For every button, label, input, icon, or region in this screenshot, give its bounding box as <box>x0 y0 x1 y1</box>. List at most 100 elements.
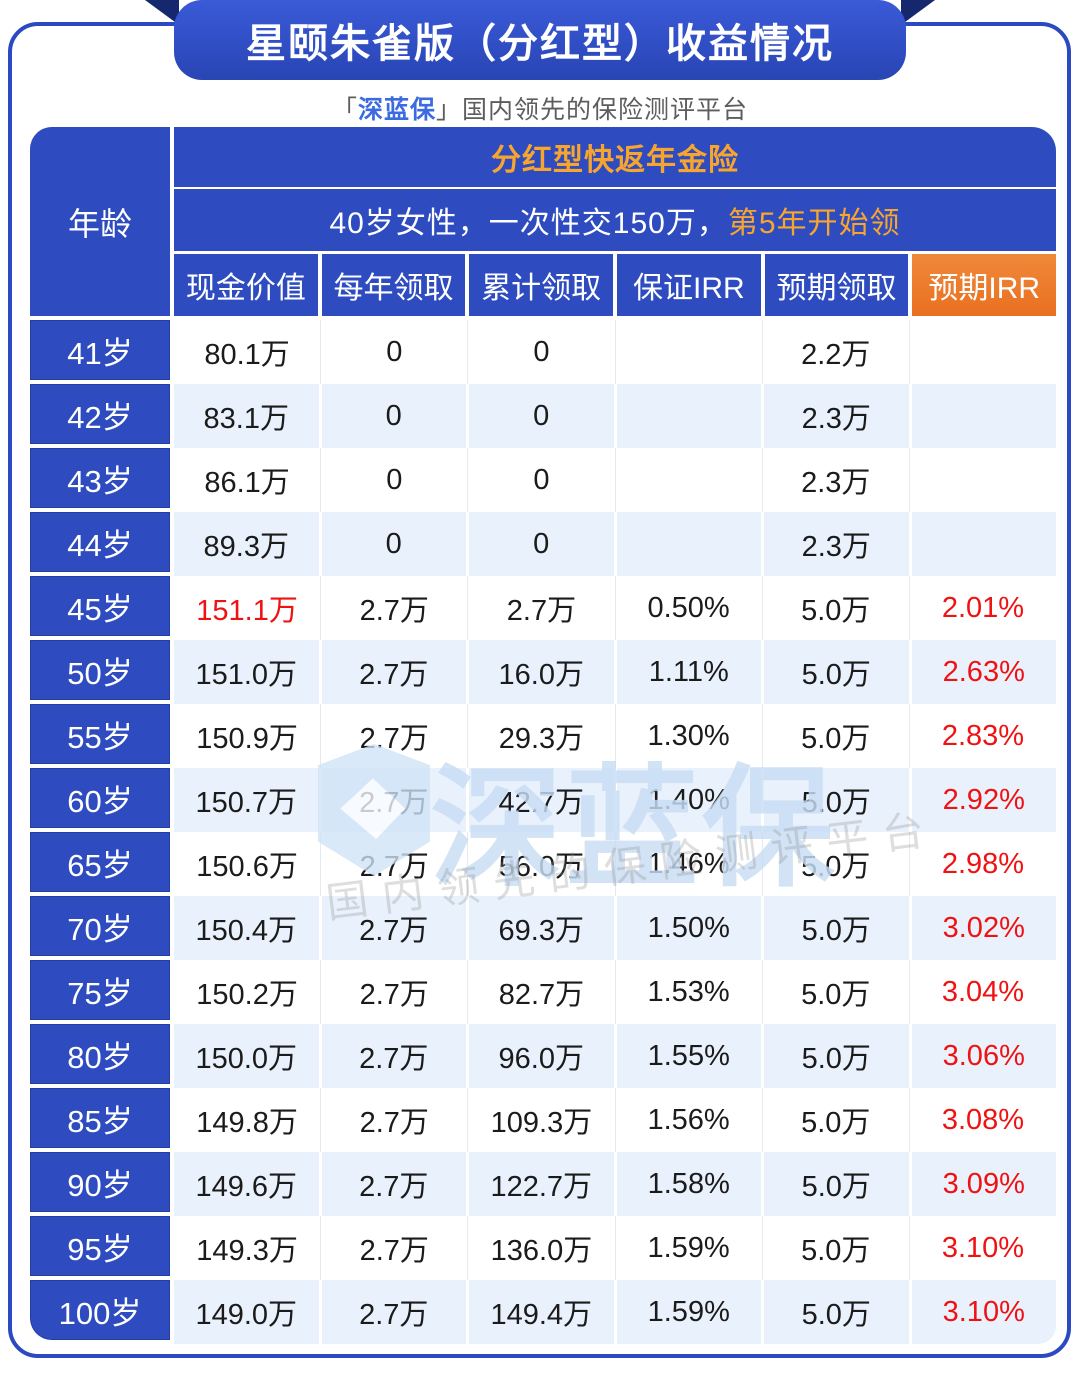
table-cell: 5.0万 <box>764 896 912 960</box>
table-cell: 2.7万 <box>321 1280 469 1344</box>
table-cell: 2.7万 <box>321 768 469 832</box>
table-cell: 82.7万 <box>468 960 616 1024</box>
age-cell: 90岁 <box>30 1152 170 1212</box>
age-cell: 95岁 <box>30 1216 170 1276</box>
table-row: 43岁 86.1万 0 0 2.3万 <box>30 448 1057 512</box>
table-cell: 0 <box>469 384 617 448</box>
table-cell: 2.7万 <box>321 896 469 960</box>
table-cell: 149.4万 <box>469 1280 617 1344</box>
age-cell: 50岁 <box>30 640 170 700</box>
table-cell <box>615 320 763 384</box>
table-cell: 0.50% <box>615 576 763 640</box>
table-cell: 5.0万 <box>764 1024 912 1088</box>
table-cell <box>909 448 1057 512</box>
table-cell: 2.7万 <box>321 1216 469 1280</box>
table-cell: 80.1万 <box>174 320 322 384</box>
column-header-expected-withdrawal: 预期领取 <box>764 254 909 316</box>
table-cell: 150.9万 <box>174 704 322 768</box>
table-cell: 2.7万 <box>321 1024 469 1088</box>
condition-main: 40岁女性，一次性交150万， <box>329 207 728 240</box>
table-cell: 2.3万 <box>762 448 910 512</box>
table-cell: 1.59% <box>615 1216 763 1280</box>
table-cell: 69.3万 <box>469 896 617 960</box>
benefit-table: 年龄 分红型快返年金险 40岁女性，一次性交150万， 第5年开始领 现金价值 每… <box>30 127 1057 1344</box>
table-row: 70岁 150.4万 2.7万 69.3万 1.50% 5.0万 3.02% <box>30 896 1056 960</box>
table-cell: 122.7万 <box>469 1152 617 1216</box>
table-row: 50岁 151.0万 2.7万 16.0万 1.11% 5.0万 2.63% <box>30 640 1056 704</box>
table-cell: 56.0万 <box>468 832 616 896</box>
column-header-cash-value: 现金价值 <box>174 254 318 316</box>
table-cell: 150.7万 <box>174 768 322 832</box>
table-cell: 150.0万 <box>174 1024 322 1088</box>
age-cell: 70岁 <box>30 896 170 956</box>
table-row: 85岁 149.8万 2.7万 109.3万 1.56% 5.0万 3.08% <box>30 1088 1057 1152</box>
table-cell: 5.0万 <box>764 640 912 704</box>
table-row: 60岁 150.7万 2.7万 42.7万 1.40% 5.0万 2.92% <box>30 768 1056 832</box>
table-cell: 3.06% <box>911 1024 1056 1088</box>
table-cell <box>616 384 764 448</box>
table-cell: 0 <box>321 448 469 512</box>
table-cell: 5.0万 <box>762 960 910 1024</box>
table-row: 42岁 83.1万 0 0 2.3万 <box>30 384 1056 448</box>
table-cell: 1.53% <box>615 960 763 1024</box>
age-column-header: 年龄 <box>30 127 170 316</box>
table-cell: 5.0万 <box>762 1216 910 1280</box>
age-cell: 42岁 <box>30 384 170 444</box>
age-cell: 44岁 <box>30 512 170 572</box>
condition-highlight: 第5年开始领 <box>727 207 901 240</box>
table-cell: 2.7万 <box>468 576 616 640</box>
table-row: 95岁 149.3万 2.7万 136.0万 1.59% 5.0万 3.10% <box>30 1216 1057 1280</box>
age-cell: 100岁 <box>30 1280 170 1340</box>
table-cell: 96.0万 <box>469 1024 617 1088</box>
table-cell: 2.83% <box>909 704 1057 768</box>
table-cell: 109.3万 <box>468 1088 616 1152</box>
table-cell: 5.0万 <box>762 832 910 896</box>
table-cell: 3.02% <box>911 896 1056 960</box>
table-cell: 0 <box>468 320 616 384</box>
table-cell: 89.3万 <box>174 512 322 576</box>
table-row: 65岁 150.6万 2.7万 56.0万 1.46% 5.0万 2.98% <box>30 832 1057 896</box>
table-cell <box>909 320 1057 384</box>
table-cell: 1.50% <box>616 896 764 960</box>
table-cell: 29.3万 <box>468 704 616 768</box>
table-cell: 2.2万 <box>762 320 910 384</box>
table-cell: 149.6万 <box>174 1152 322 1216</box>
table-cell: 3.10% <box>909 1216 1057 1280</box>
column-header-guaranteed-irr: 保证IRR <box>617 254 761 316</box>
table-cell: 5.0万 <box>762 1088 910 1152</box>
product-header: 分红型快返年金险 <box>174 127 1056 187</box>
table-cell: 2.7万 <box>321 832 469 896</box>
table-cell: 1.30% <box>615 704 763 768</box>
age-cell: 80岁 <box>30 1024 170 1084</box>
table-cell: 149.0万 <box>174 1280 322 1344</box>
table-cell: 5.0万 <box>762 576 910 640</box>
age-cell: 75岁 <box>30 960 170 1020</box>
table-cell: 16.0万 <box>469 640 617 704</box>
table-cell: 150.2万 <box>174 960 322 1024</box>
table-cell: 151.0万 <box>174 640 322 704</box>
table-cell <box>911 512 1056 576</box>
table-cell: 86.1万 <box>174 448 322 512</box>
table-cell: 2.7万 <box>321 704 469 768</box>
table-row: 75岁 150.2万 2.7万 82.7万 1.53% 5.0万 3.04% <box>30 960 1057 1024</box>
table-cell: 83.1万 <box>174 384 322 448</box>
age-cell: 45岁 <box>30 576 170 636</box>
table-cell: 2.92% <box>911 768 1056 832</box>
table-cell: 3.10% <box>911 1280 1056 1344</box>
age-cell: 41岁 <box>30 320 170 380</box>
table-row: 44岁 89.3万 0 0 2.3万 <box>30 512 1056 576</box>
column-header-annual-withdrawal: 每年领取 <box>321 254 466 316</box>
column-header-row: 现金价值 每年领取 累计领取 保证IRR 预期领取 预期IRR <box>174 254 1057 316</box>
age-cell: 55岁 <box>30 704 170 764</box>
brand-name: 深蓝保 <box>357 96 436 124</box>
table-cell: 0 <box>321 512 469 576</box>
table-body: 41岁 80.1万 0 0 2.2万 42岁 83.1万 0 0 2.3万 43岁 86.1万 0 0 2.… <box>30 320 1057 1344</box>
table-cell: 1.55% <box>616 1024 764 1088</box>
table-cell: 136.0万 <box>468 1216 616 1280</box>
table-cell: 3.04% <box>909 960 1057 1024</box>
condition-header: 40岁女性，一次性交150万， 第5年开始领 <box>174 189 1056 251</box>
table-cell: 2.01% <box>909 576 1057 640</box>
age-cell: 65岁 <box>30 832 170 892</box>
table-cell: 0 <box>321 320 469 384</box>
table-cell: 2.7万 <box>321 1088 469 1152</box>
